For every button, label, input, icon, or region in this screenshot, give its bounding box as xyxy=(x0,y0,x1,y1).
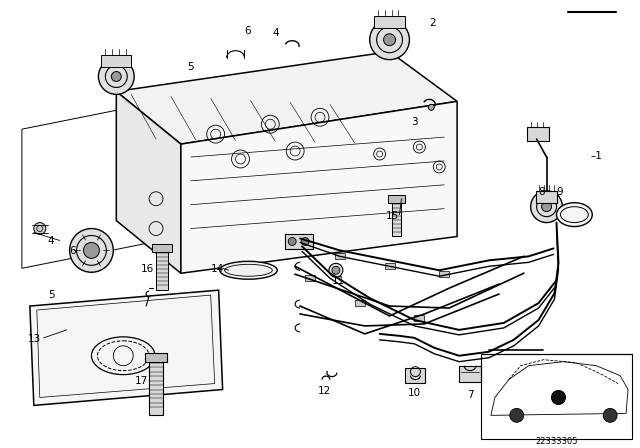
Ellipse shape xyxy=(220,261,277,279)
Text: 5: 5 xyxy=(48,290,54,300)
Text: 4: 4 xyxy=(272,28,279,38)
Bar xyxy=(414,315,424,321)
Bar xyxy=(536,191,557,202)
Text: –1: –1 xyxy=(590,151,602,161)
Ellipse shape xyxy=(557,202,592,227)
Text: 11: 11 xyxy=(332,276,345,286)
Polygon shape xyxy=(116,91,181,273)
Text: 2: 2 xyxy=(429,18,436,28)
Bar xyxy=(385,263,394,269)
Circle shape xyxy=(510,409,524,422)
Text: 22333305: 22333305 xyxy=(535,437,578,446)
Circle shape xyxy=(531,191,563,223)
Text: 13: 13 xyxy=(28,334,41,344)
Text: 5: 5 xyxy=(187,62,193,72)
Circle shape xyxy=(552,391,565,405)
Text: 10: 10 xyxy=(408,388,420,397)
Bar xyxy=(355,300,365,306)
Bar xyxy=(335,254,345,259)
Bar xyxy=(459,366,481,382)
Bar xyxy=(305,275,315,281)
Text: 12: 12 xyxy=(318,386,332,396)
Text: 14: 14 xyxy=(211,264,224,274)
Bar xyxy=(101,55,131,67)
Text: 4: 4 xyxy=(48,237,54,246)
Bar xyxy=(149,358,163,415)
Bar xyxy=(145,353,167,362)
Circle shape xyxy=(332,266,340,274)
Text: 6: 6 xyxy=(70,246,76,256)
Polygon shape xyxy=(30,290,223,405)
Text: 15: 15 xyxy=(385,211,399,221)
Circle shape xyxy=(99,59,134,95)
Circle shape xyxy=(329,263,343,277)
Polygon shape xyxy=(22,74,295,268)
Bar xyxy=(152,245,172,252)
Text: 17: 17 xyxy=(135,375,148,386)
Bar xyxy=(527,127,548,141)
Text: 7: 7 xyxy=(467,389,474,400)
Circle shape xyxy=(370,20,410,60)
Bar xyxy=(374,16,406,28)
Circle shape xyxy=(541,202,552,211)
Polygon shape xyxy=(181,101,457,273)
Circle shape xyxy=(83,242,99,258)
Polygon shape xyxy=(116,52,457,144)
Bar xyxy=(481,354,632,439)
Text: 3: 3 xyxy=(412,117,418,127)
Text: 6: 6 xyxy=(244,26,251,36)
Circle shape xyxy=(34,223,45,234)
Circle shape xyxy=(70,228,113,272)
Bar xyxy=(439,271,449,277)
Text: 9: 9 xyxy=(557,187,563,197)
Circle shape xyxy=(383,34,396,46)
Circle shape xyxy=(603,409,617,422)
Circle shape xyxy=(428,104,435,110)
Bar xyxy=(156,248,168,290)
Circle shape xyxy=(301,237,309,246)
Polygon shape xyxy=(491,362,628,415)
Bar xyxy=(406,368,426,383)
Text: 16: 16 xyxy=(141,264,154,274)
Bar xyxy=(285,233,313,250)
Bar xyxy=(388,195,406,202)
Circle shape xyxy=(111,72,121,82)
Text: 8: 8 xyxy=(539,187,545,197)
Bar xyxy=(392,199,401,237)
Circle shape xyxy=(288,237,296,246)
